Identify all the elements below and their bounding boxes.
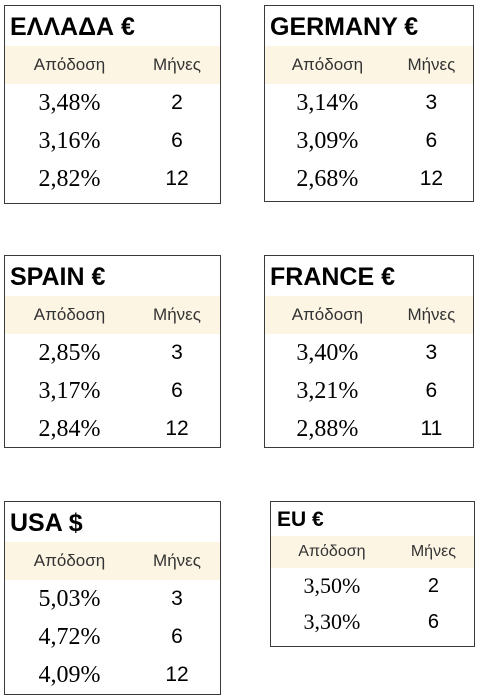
months-column-header: Μήνες bbox=[153, 551, 201, 570]
months-value: 12 bbox=[165, 417, 189, 440]
table-row: 4,72% 6 bbox=[5, 618, 220, 656]
yield-value: 3,17% bbox=[38, 377, 101, 404]
card-title: GERMANY € bbox=[270, 13, 419, 41]
months-value: 12 bbox=[165, 663, 189, 686]
months-value: 2 bbox=[171, 91, 183, 114]
card-header: Απόδοση Μήνες bbox=[5, 542, 220, 580]
months-column-header: Μήνες bbox=[407, 305, 456, 324]
table-row: 4,09% 12 bbox=[5, 656, 220, 694]
table-row: 3,30% 6 bbox=[271, 604, 474, 640]
months-value: 2 bbox=[427, 574, 439, 597]
months-value: 3 bbox=[425, 341, 438, 364]
card-title: EU € bbox=[277, 508, 324, 531]
months-value: 6 bbox=[427, 610, 439, 633]
card-header: Απόδοση Μήνες bbox=[265, 296, 473, 334]
table-row: 3,16% 6 bbox=[5, 122, 220, 160]
months-value: 12 bbox=[419, 167, 444, 190]
card-title: ΕΛΛΑΔΑ € bbox=[10, 13, 135, 41]
yield-value: 2,84% bbox=[38, 415, 101, 442]
yield-card-spain: SPAIN € Απόδοση Μήνες 2,85% 3 3,17% 6 2,… bbox=[4, 255, 221, 448]
yield-card-usa: USA $ Απόδοση Μήνες 5,03% 3 4,72% 6 4,09… bbox=[4, 501, 221, 695]
months-value: 6 bbox=[171, 625, 183, 648]
table-row: 3,48% 2 bbox=[5, 84, 220, 122]
card-header: Απόδοση Μήνες bbox=[5, 296, 220, 334]
yield-column-header: Απόδοση bbox=[33, 551, 106, 570]
table-row: 3,50% 2 bbox=[271, 568, 474, 604]
table-row: 5,03% 3 bbox=[5, 580, 220, 618]
yield-column-header: Απόδοση bbox=[291, 55, 364, 74]
yield-column-header: Απόδοση bbox=[291, 305, 364, 324]
months-value: 3 bbox=[425, 91, 438, 114]
yield-value: 2,82% bbox=[38, 165, 101, 192]
months-value: 11 bbox=[420, 417, 443, 440]
yield-value: 3,21% bbox=[296, 377, 359, 404]
months-column-header: Μήνες bbox=[153, 55, 201, 74]
table-row: 3,17% 6 bbox=[5, 372, 220, 410]
card-header: Απόδοση Μήνες bbox=[265, 46, 473, 84]
table-row: 2,85% 3 bbox=[5, 334, 220, 372]
yield-value: 3,40% bbox=[296, 339, 359, 366]
yield-value: 4,72% bbox=[38, 623, 101, 650]
yield-value: 3,48% bbox=[38, 89, 101, 116]
yield-column-header: Απόδοση bbox=[33, 305, 106, 324]
yield-value: 2,88% bbox=[296, 415, 359, 442]
card-header: Απόδοση Μήνες bbox=[271, 536, 474, 568]
months-column-header: Μήνες bbox=[407, 55, 456, 74]
card-title: FRANCE € bbox=[270, 263, 396, 291]
yield-column-header: Απόδοση bbox=[298, 543, 366, 560]
card-title: SPAIN € bbox=[10, 263, 106, 291]
months-value: 12 bbox=[165, 167, 189, 190]
yield-value: 2,68% bbox=[296, 165, 359, 192]
yield-value: 3,16% bbox=[38, 127, 101, 154]
yield-value: 3,30% bbox=[303, 609, 361, 634]
table-row: 3,21% 6 bbox=[265, 372, 473, 410]
table-row: 2,68% 12 bbox=[265, 160, 473, 198]
months-value: 3 bbox=[171, 587, 183, 610]
table-row: 3,09% 6 bbox=[265, 122, 473, 160]
months-value: 6 bbox=[425, 129, 438, 152]
table-row: 2,82% 12 bbox=[5, 160, 220, 198]
months-value: 6 bbox=[171, 129, 183, 152]
yield-value: 4,09% bbox=[38, 661, 101, 688]
months-value: 6 bbox=[171, 379, 183, 402]
yield-value: 2,85% bbox=[38, 339, 101, 366]
card-header: Απόδοση Μήνες bbox=[5, 46, 220, 84]
yield-value: 5,03% bbox=[38, 585, 101, 612]
yield-value: 3,50% bbox=[303, 573, 361, 598]
table-row: 3,14% 3 bbox=[265, 84, 473, 122]
card-title: USA $ bbox=[10, 509, 83, 537]
yield-card-germany: GERMANY € Απόδοση Μήνες 3,14% 3 3,09% 6 … bbox=[264, 5, 474, 202]
months-value: 6 bbox=[425, 379, 438, 402]
yield-card-greece: ΕΛΛΑΔΑ € Απόδοση Μήνες 3,48% 2 3,16% 6 2… bbox=[4, 5, 221, 204]
yield-column-header: Απόδοση bbox=[33, 55, 106, 74]
table-row: 2,88% 11 bbox=[265, 410, 473, 448]
yield-value: 3,09% bbox=[296, 127, 359, 154]
yield-card-france: FRANCE € Απόδοση Μήνες 3,40% 3 3,21% 6 2… bbox=[264, 255, 474, 448]
table-row: 3,40% 3 bbox=[265, 334, 473, 372]
table-row: 2,84% 12 bbox=[5, 410, 220, 448]
yield-card-eu: EU € Απόδοση Μήνες 3,50% 2 3,30% 6 bbox=[270, 501, 475, 647]
months-value: 3 bbox=[171, 341, 183, 364]
months-column-header: Μήνες bbox=[153, 305, 201, 324]
months-column-header: Μήνες bbox=[410, 543, 456, 560]
yield-value: 3,14% bbox=[296, 89, 359, 116]
